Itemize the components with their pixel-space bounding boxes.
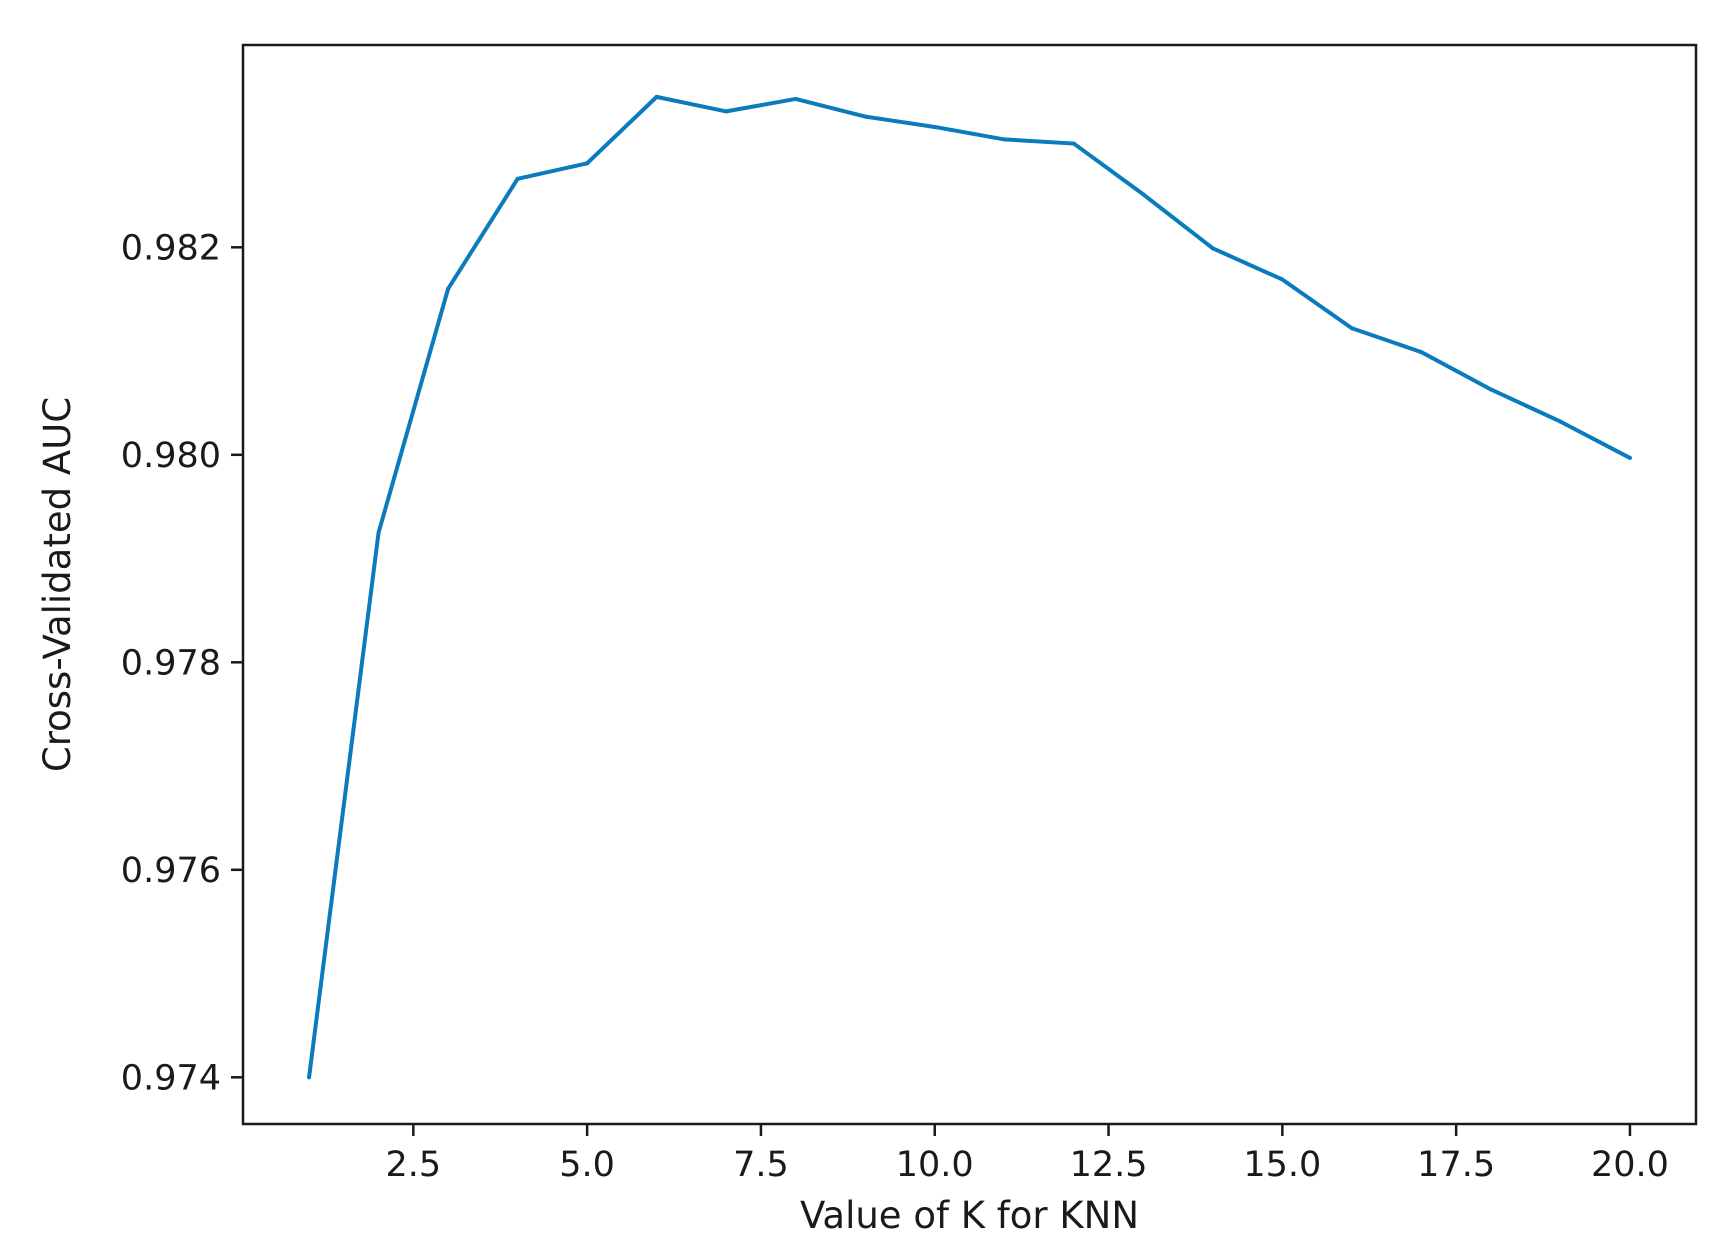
y-tick-label: 0.980 [121,436,221,476]
data-point [1071,141,1076,146]
y-tick-label: 0.974 [121,1058,221,1098]
data-point [1627,455,1632,460]
x-tick-label: 10.0 [896,1145,974,1185]
x-tick-label: 17.5 [1417,1145,1495,1185]
series-line [307,94,1631,1078]
x-tick-label: 12.5 [1070,1145,1148,1185]
y-tick-label: 0.982 [121,228,221,268]
plot-frame [241,43,1698,1126]
data-point [1349,326,1354,331]
x-tick-label: 15.0 [1243,1145,1321,1185]
data-point [307,1075,312,1080]
y-tick-label: 0.976 [121,851,221,891]
x-tick-label: 7.5 [733,1145,789,1185]
y-axis-label: Cross-Validated AUC [36,397,79,772]
x-tick-label: 20.0 [1591,1145,1669,1185]
data-point [515,176,520,181]
data-point [863,114,868,119]
data-point [1210,246,1215,251]
data-points [307,94,1632,1080]
data-point [1002,137,1007,142]
data-point [654,94,659,99]
x-tick-label: 5.0 [559,1145,615,1185]
data-point [1558,419,1563,424]
y-tick-label: 0.978 [121,643,221,683]
y-axis-ticks: 0.974 0.976 0.978 0.980 0.982 [121,228,243,1098]
data-point [1141,192,1146,197]
data-point [1419,350,1424,355]
data-point [1280,277,1285,282]
x-tick-label: 2.5 [385,1145,441,1185]
data-point [446,286,451,291]
data-point [932,124,937,129]
data-point [1488,387,1493,392]
x-axis-label: Value of K for KNN [800,1194,1139,1237]
x-axis-ticks: 2.5 5.0 7.5 10.0 12.5 15.0 17.5 20.0 [385,1124,1669,1185]
data-point [585,161,590,166]
data-point [376,530,381,535]
data-point [724,109,729,114]
data-point [793,96,798,101]
